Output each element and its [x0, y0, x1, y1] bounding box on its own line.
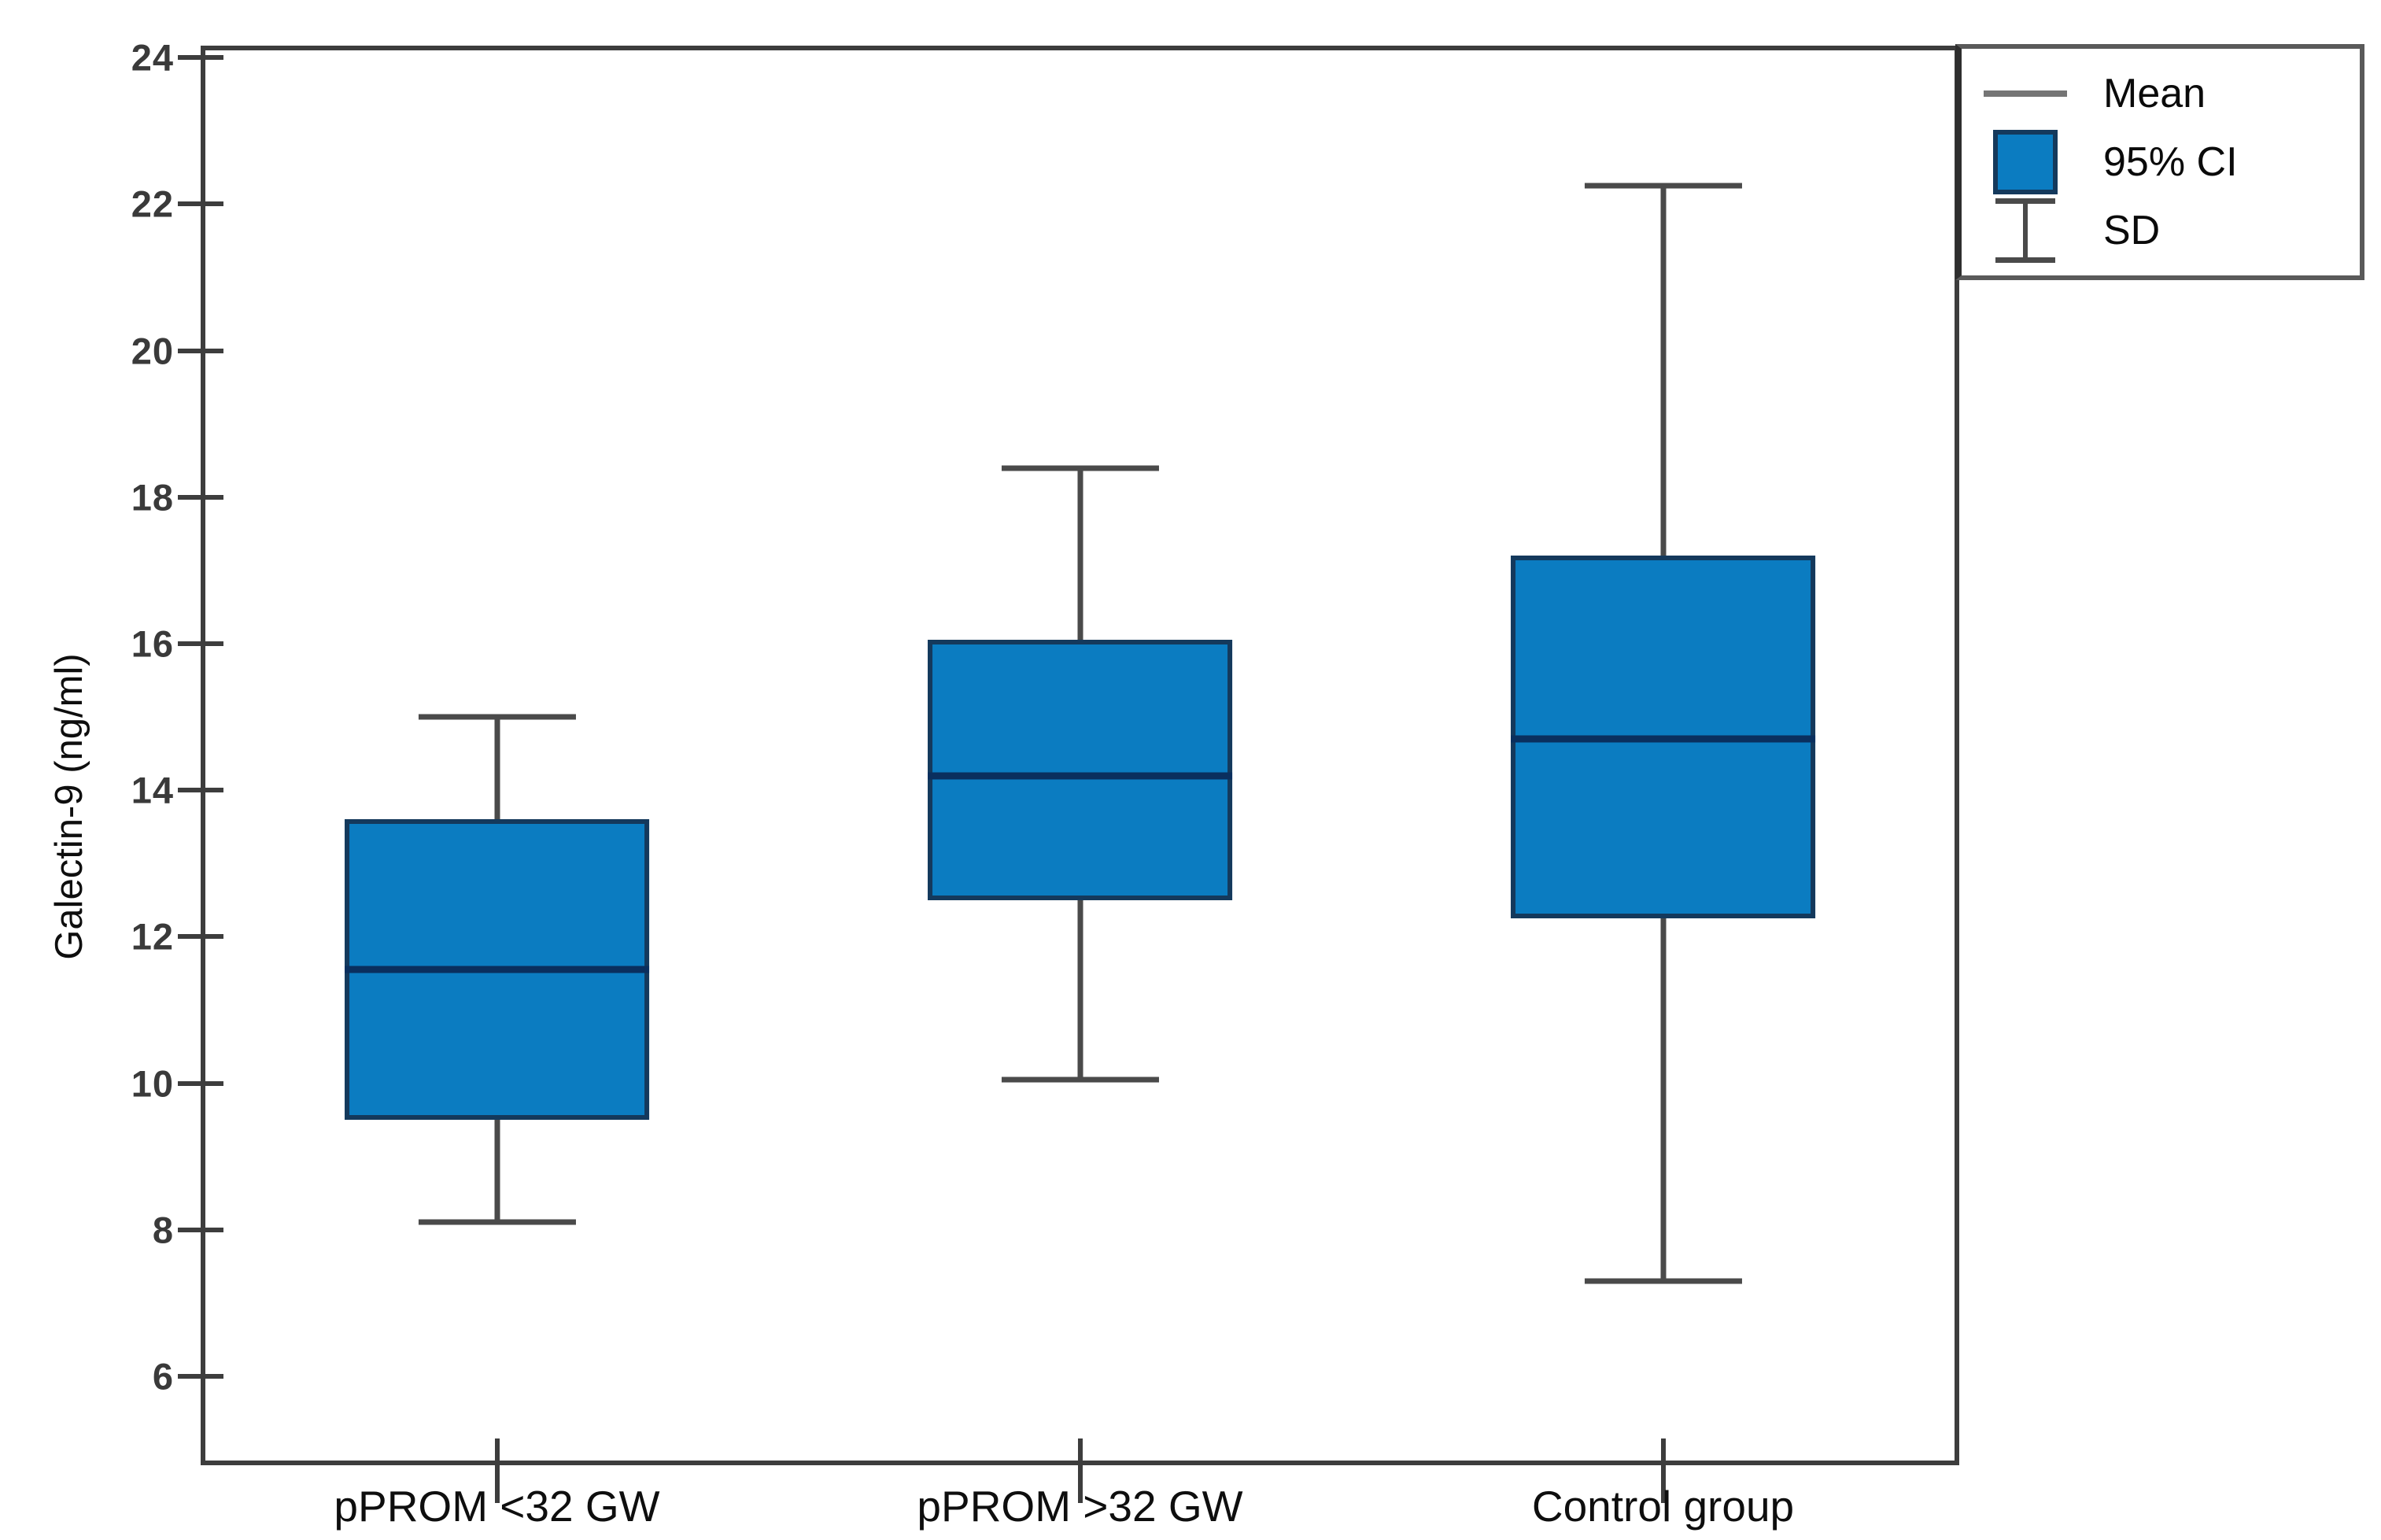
y-tick-line: [178, 788, 223, 793]
legend-label-mean: Mean: [2103, 71, 2206, 117]
ci-box-swatch-cell: [1982, 128, 2069, 196]
legend-row-mean: Mean: [1982, 60, 2352, 127]
sd-cap-upper: [1584, 183, 1742, 189]
sd-vline: [2023, 199, 2028, 261]
y-tick-label: 24: [131, 36, 174, 79]
category-label: Control group: [1531, 1482, 1795, 1531]
sd-cap-lower: [1001, 1077, 1159, 1083]
legend-label-ci: 95% CI: [2103, 138, 2238, 185]
mean-line-swatch-cell: [1982, 60, 2069, 127]
y-tick-line: [178, 348, 223, 353]
y-tick-label: 6: [152, 1355, 174, 1398]
y-tick-line: [178, 55, 223, 61]
y-tick-label: 12: [131, 915, 174, 958]
y-tick-label: 10: [131, 1062, 174, 1105]
y-tick-line: [178, 934, 223, 940]
mean-line-icon: [1984, 90, 2067, 98]
y-tick-line: [178, 494, 223, 500]
sd-cap-lower: [1584, 1278, 1742, 1284]
y-tick-line: [178, 1373, 223, 1379]
legend-row-sd: SD: [1982, 197, 2352, 264]
y-tick-label: 14: [131, 769, 174, 811]
x-tick-line: [1077, 1438, 1083, 1503]
y-tick-label: 18: [131, 476, 174, 519]
mean-line: [1510, 735, 1816, 743]
y-tick-label: 16: [131, 622, 174, 665]
plot-area: 24 22 20 18 16 14 12 10 8 6 pPROM <32 GW pPROM >32 …: [131, 37, 1959, 1531]
y-tick-line: [178, 641, 223, 647]
sd-cap-lower: [418, 1219, 576, 1225]
sd-whisker-icon: [1994, 197, 2057, 264]
y-tick-label: 22: [131, 183, 174, 225]
sd-cap-bottom: [1995, 257, 2055, 263]
legend-row-ci: 95% CI: [1982, 128, 2352, 196]
legend: Mean 95% CI SD: [1955, 44, 2364, 280]
sd-cap-upper: [1001, 465, 1159, 471]
sd-whisker-swatch-cell: [1982, 197, 2069, 264]
y-tick-label: 8: [152, 1209, 174, 1251]
mean-line: [344, 966, 650, 973]
x-tick-line: [494, 1438, 500, 1503]
category-label: pPROM >32 GW: [917, 1482, 1243, 1531]
ci-box-icon: [1993, 129, 2058, 194]
y-tick-label: 20: [131, 330, 174, 372]
sd-cap-upper: [418, 714, 576, 720]
ci-box: [927, 640, 1233, 900]
y-tick-line: [178, 201, 223, 207]
y-axis-title: Galectin-9 (ng/ml): [48, 653, 90, 960]
y-tick-line: [178, 1080, 223, 1086]
y-tick-line: [178, 1227, 223, 1232]
x-tick-line: [1660, 1438, 1666, 1503]
mean-line: [927, 772, 1233, 780]
legend-label-sd: SD: [2103, 207, 2161, 253]
category-label: pPROM <32 GW: [334, 1482, 660, 1531]
